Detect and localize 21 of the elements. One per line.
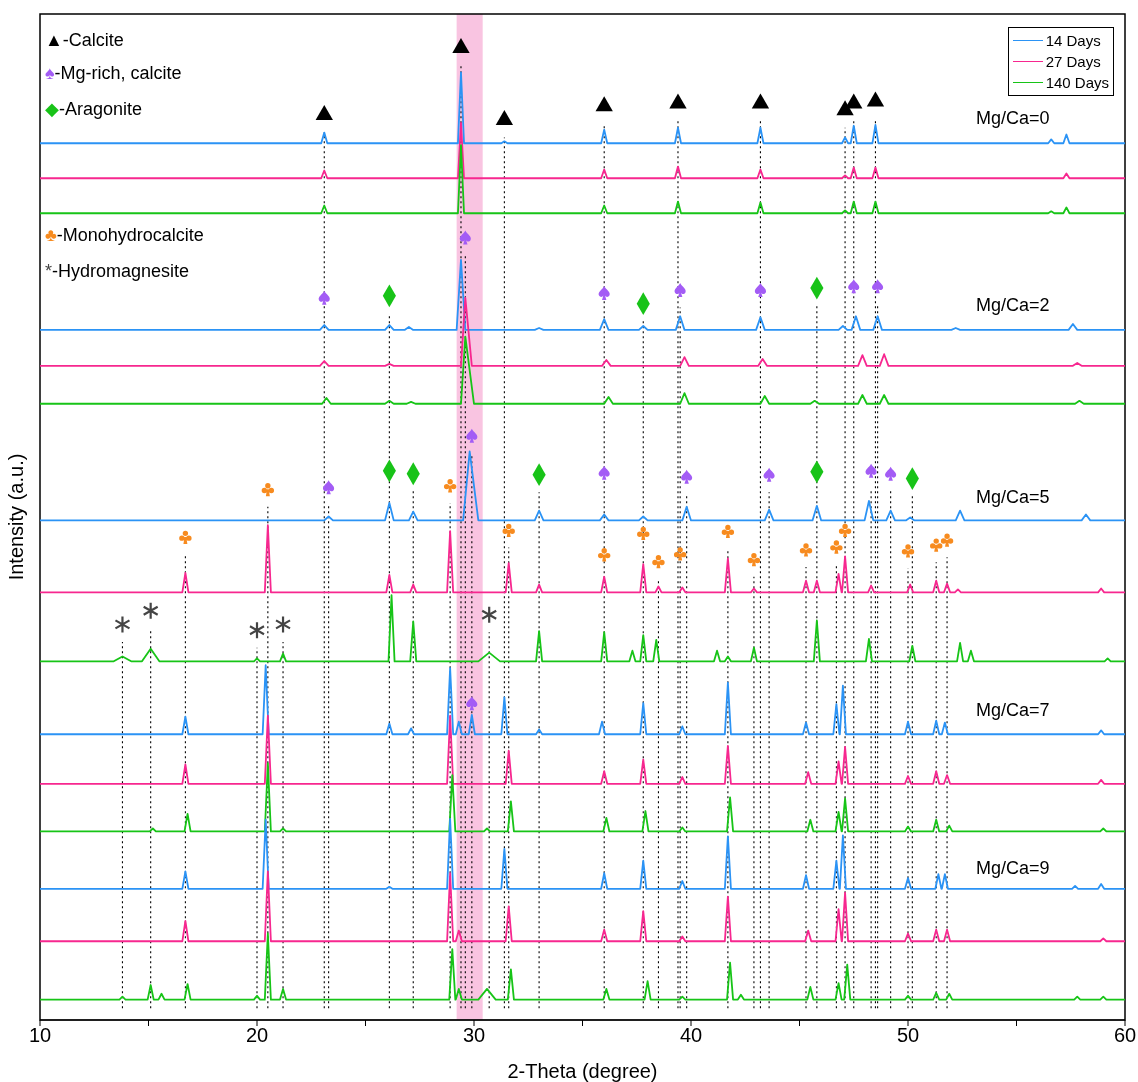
annotation: Mg/Ca=0 bbox=[976, 107, 1050, 129]
legend-label: 14 Days bbox=[1045, 32, 1101, 49]
x-tick-label: 60 bbox=[1113, 1024, 1137, 1047]
x-axis-title: 2-Theta (degree) bbox=[507, 1060, 658, 1082]
annotation: Mg/Ca=9 bbox=[976, 857, 1050, 879]
legend-label: 27 Days bbox=[1045, 53, 1101, 70]
annotation: Mg/Ca=7 bbox=[976, 699, 1050, 721]
annotation: ◆-Aragonite bbox=[45, 98, 143, 120]
annotation: *-Hydromagnesite bbox=[45, 260, 190, 282]
annotation: ♣-Monohydrocalcite bbox=[45, 224, 204, 246]
x-tick-label: 20 bbox=[245, 1024, 269, 1047]
x-tick-label: 50 bbox=[896, 1024, 920, 1047]
annotation: ♠-Mg-rich, calcite bbox=[45, 62, 182, 84]
annotation: Mg/Ca=2 bbox=[976, 294, 1050, 316]
annotation: Mg/Ca=5 bbox=[976, 486, 1050, 508]
y-axis-title: Intensity (a.u.) bbox=[5, 453, 28, 581]
x-tick-label: 30 bbox=[462, 1024, 486, 1047]
x-tick-label: 10 bbox=[28, 1024, 52, 1047]
legend-label: 140 Days bbox=[1045, 74, 1109, 91]
annotation: ▲-Calcite bbox=[45, 29, 124, 51]
x-tick-label: 40 bbox=[679, 1024, 703, 1047]
